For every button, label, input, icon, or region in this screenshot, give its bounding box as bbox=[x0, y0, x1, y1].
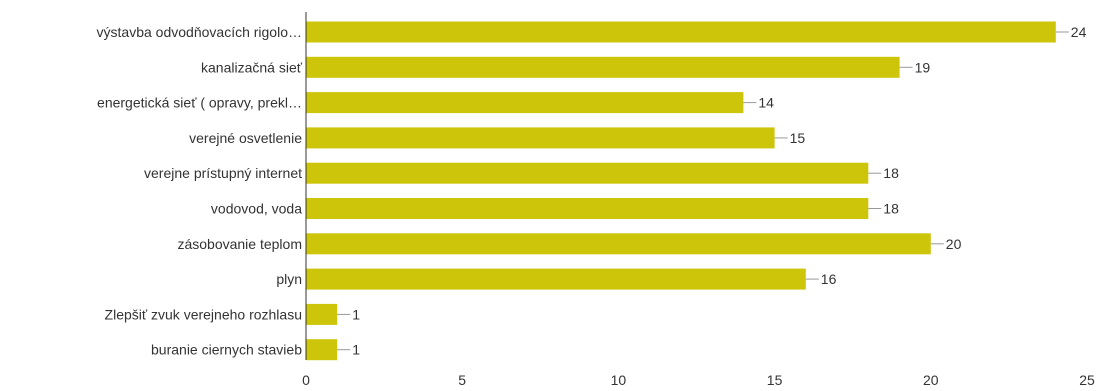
category-label-0: výstavba odvodňovacích rigolo… bbox=[97, 24, 302, 40]
category-label-2: energetická sieť ( opravy, prekl… bbox=[97, 95, 302, 111]
x-axis-ticks: 0 5 10 15 20 25 bbox=[302, 372, 1095, 388]
x-tick-label-0: 0 bbox=[302, 372, 310, 388]
value-label-7: 16 bbox=[821, 271, 837, 287]
bar-1 bbox=[306, 56, 900, 78]
value-label-2: 14 bbox=[758, 95, 774, 111]
value-label-0: 24 bbox=[1071, 24, 1087, 40]
bar-5 bbox=[306, 198, 869, 219]
x-tick-label-5: 25 bbox=[1079, 372, 1095, 388]
bar-6 bbox=[306, 233, 931, 255]
category-label-4: verejne prístupný internet bbox=[144, 165, 302, 181]
category-labels: výstavba odvodňovacích rigolo… kanalizačn… bbox=[97, 24, 303, 358]
x-tick-label-4: 20 bbox=[923, 372, 939, 388]
bar-0 bbox=[306, 21, 1056, 43]
category-label-6: zásobovanie teplom bbox=[177, 236, 302, 252]
value-label-8: 1 bbox=[352, 306, 360, 322]
value-label-5: 18 bbox=[883, 201, 899, 217]
bar-7 bbox=[306, 268, 806, 290]
category-label-7: plyn bbox=[276, 271, 302, 287]
category-label-8: Zlepšiť zvuk verejneho rozhlasu bbox=[105, 306, 302, 322]
value-label-9: 1 bbox=[352, 342, 360, 358]
bar-8 bbox=[306, 303, 338, 325]
category-label-3: verejné osvetlenie bbox=[189, 130, 302, 146]
value-label-3: 15 bbox=[790, 130, 806, 146]
value-labels: 24 19 14 15 18 18 20 16 1 1 bbox=[337, 24, 1087, 358]
x-tick-label-3: 15 bbox=[767, 372, 783, 388]
category-label-1: kanalizačná sieť bbox=[201, 59, 303, 75]
value-label-4: 18 bbox=[883, 165, 899, 181]
bar-4 bbox=[306, 162, 869, 184]
bars-layer bbox=[306, 21, 1056, 361]
bar-2 bbox=[306, 92, 744, 114]
bar-3 bbox=[306, 127, 775, 149]
category-label-9: buranie ciernych stavieb bbox=[151, 342, 302, 358]
value-label-1: 19 bbox=[915, 59, 931, 75]
bar-9 bbox=[306, 339, 338, 361]
category-label-5: vodovod, voda bbox=[211, 201, 302, 217]
value-label-6: 20 bbox=[946, 236, 962, 252]
x-tick-label-1: 5 bbox=[458, 372, 466, 388]
x-tick-label-2: 10 bbox=[611, 372, 627, 388]
